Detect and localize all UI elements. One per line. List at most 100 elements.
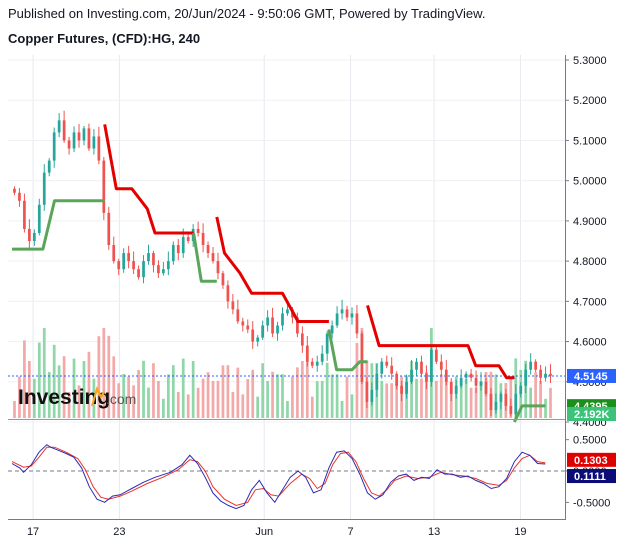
volume-bar: [67, 392, 71, 418]
candle-body: [57, 120, 61, 133]
candle-body: [380, 361, 384, 374]
volume-bar: [320, 381, 324, 418]
candle-body: [281, 313, 284, 326]
candle-body: [310, 361, 314, 366]
candle-body: [226, 285, 230, 302]
volume-bar: [385, 383, 389, 418]
candle-body: [360, 333, 364, 382]
volume-bar: [390, 383, 394, 418]
volume-bar: [310, 396, 314, 418]
candle-body: [266, 317, 269, 326]
candle-body: [62, 120, 66, 141]
time-axis-ticks: 17 23 Jun 7 13 19: [27, 526, 527, 538]
candle-body: [519, 385, 523, 394]
volume-bar: [534, 372, 537, 418]
volume-bar: [28, 361, 31, 418]
volume-bar: [271, 371, 274, 418]
candle-body: [157, 265, 160, 274]
candle-body: [77, 132, 81, 141]
volume-bar: [87, 351, 91, 418]
volume-bar: [479, 381, 483, 418]
candle-body: [385, 361, 389, 366]
y-tick-label: 4.8000: [573, 256, 607, 268]
candle-body: [410, 369, 413, 382]
volume-bar: [191, 361, 195, 418]
oscillator-d-line: [11, 446, 546, 507]
candle-body: [400, 385, 403, 394]
stop-segment-up: [513, 404, 546, 423]
candle-body: [534, 361, 537, 370]
x-tick-label: Jun: [255, 526, 273, 538]
volume-bar: [13, 401, 16, 418]
candle-body: [539, 369, 542, 378]
candle-body: [454, 385, 458, 394]
candle-body: [425, 373, 428, 382]
volume-bar: [211, 381, 215, 418]
x-tick-label: 13: [428, 526, 440, 538]
chart-title: Copper Futures, (CFD):HG, 240: [8, 31, 201, 46]
volume-bar: [102, 328, 106, 418]
candle-body: [82, 128, 86, 141]
candle-body: [345, 309, 349, 318]
volume-bar: [355, 343, 359, 418]
volume-bar: [330, 374, 334, 418]
volume-bar: [132, 385, 135, 418]
volume-bar: [23, 340, 26, 418]
candle-body: [231, 301, 235, 310]
osc-tick-label: -0.5000: [573, 497, 610, 509]
volume-bar: [82, 361, 86, 418]
volume-bar: [226, 365, 230, 418]
volume-bars: [13, 328, 552, 418]
candle-body: [504, 393, 508, 406]
volume-bar: [549, 387, 552, 418]
candle-body: [236, 309, 240, 322]
candle-body: [241, 321, 245, 326]
candle-body: [132, 261, 135, 270]
x-tick-label: 17: [27, 526, 39, 538]
candle-body: [72, 132, 76, 149]
investing-logo: Investing .com: [18, 386, 136, 409]
volume-bar: [166, 374, 170, 418]
candle-body: [37, 204, 41, 233]
candle-body: [479, 381, 483, 386]
candle-body: [137, 269, 140, 278]
candle-body: [335, 313, 339, 326]
candle-body: [415, 361, 418, 370]
volume-bar: [57, 365, 61, 418]
candle-body: [325, 333, 329, 354]
candle-body: [256, 337, 260, 342]
candle-body: [405, 381, 408, 394]
candle-body: [206, 245, 210, 254]
volume-bar: [97, 336, 101, 418]
last-price-flag-bg: [567, 368, 616, 383]
candle-body: [261, 325, 265, 338]
logo-suffix: .com: [106, 391, 136, 407]
candle-body: [92, 136, 96, 149]
candle-body: [296, 317, 299, 334]
volume-bar: [281, 374, 284, 418]
volume-bar: [157, 381, 160, 418]
candle-body: [375, 373, 379, 390]
volume-bar: [186, 394, 190, 418]
volume-bar: [459, 385, 463, 418]
volume-bar: [345, 376, 349, 418]
volume-bar: [544, 398, 547, 418]
stop-segment-down: [215, 216, 329, 323]
candle-body: [315, 361, 319, 366]
volume-bar: [261, 363, 265, 418]
volume-bar: [296, 367, 299, 418]
volume-bar: [112, 356, 116, 418]
candle-body: [474, 377, 478, 386]
stop-segment-up: [192, 232, 217, 283]
osc-k-flag-bg: [567, 469, 616, 484]
volume-bar: [142, 360, 145, 418]
y-tick-label: 5.2000: [573, 95, 607, 107]
volume-bar: [350, 394, 354, 418]
y-tick-label: 4.9000: [573, 216, 607, 228]
candles: [13, 110, 552, 421]
candle-body: [430, 349, 433, 382]
candle-body: [300, 333, 304, 346]
volume-bar: [464, 379, 468, 418]
